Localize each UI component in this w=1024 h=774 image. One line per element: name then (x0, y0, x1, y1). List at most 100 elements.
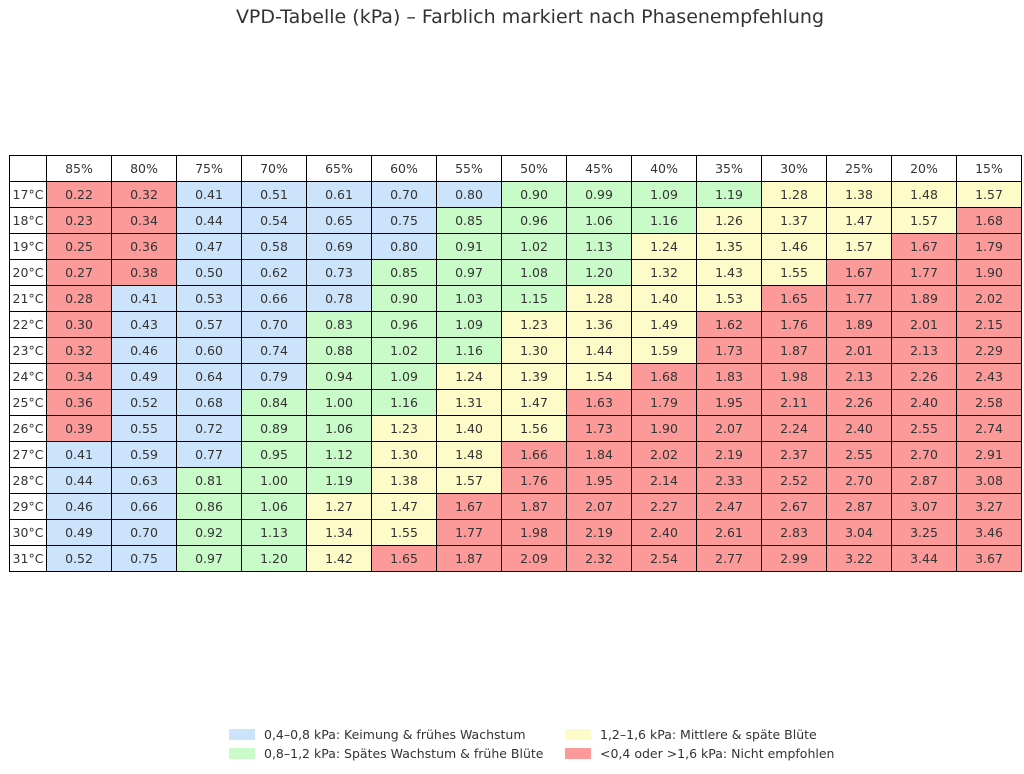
vpd-cell: 1.20 (241, 545, 307, 572)
table-row: 28°C 0.44 0.63 0.81 1.00 1.19 1.38 1.57 1.76 1.95… (9, 467, 1022, 494)
vpd-cell: 0.47 (176, 233, 242, 260)
vpd-cell: 1.19 (696, 181, 762, 208)
vpd-cell: 0.69 (306, 233, 372, 260)
vpd-cell: 1.42 (306, 545, 372, 572)
row-header: 19°C (9, 233, 47, 260)
vpd-cell: 1.40 (631, 285, 697, 312)
vpd-cell: 0.57 (176, 311, 242, 338)
vpd-cell: 0.99 (566, 181, 632, 208)
vpd-cell: 1.38 (826, 181, 892, 208)
vpd-cell: 1.02 (501, 233, 567, 260)
vpd-cell: 1.56 (501, 415, 567, 442)
column-header: 25% (826, 155, 892, 182)
vpd-cell: 2.24 (761, 415, 827, 442)
vpd-cell: 1.23 (371, 415, 437, 442)
legend-swatch (229, 747, 255, 759)
vpd-cell: 2.83 (761, 519, 827, 546)
vpd-cell: 0.62 (241, 259, 307, 286)
vpd-cell: 2.70 (826, 467, 892, 494)
vpd-cell: 1.83 (696, 363, 762, 390)
vpd-cell: 2.55 (826, 441, 892, 468)
vpd-cell: 1.47 (826, 207, 892, 234)
vpd-cell: 2.27 (631, 493, 697, 520)
vpd-cell: 1.28 (761, 181, 827, 208)
vpd-cell: 2.40 (631, 519, 697, 546)
vpd-cell: 2.02 (631, 441, 697, 468)
vpd-cell: 1.67 (826, 259, 892, 286)
vpd-cell: 1.02 (371, 337, 437, 364)
vpd-cell: 2.43 (956, 363, 1022, 390)
vpd-cell: 2.07 (566, 493, 632, 520)
vpd-cell: 0.78 (306, 285, 372, 312)
vpd-cell: 1.54 (566, 363, 632, 390)
vpd-cell: 1.43 (696, 259, 762, 286)
vpd-cell: 1.79 (956, 233, 1022, 260)
vpd-cell: 0.59 (111, 441, 177, 468)
legend-item: 1,2–1,6 kPa: Mittlere & späte Blüte (565, 726, 885, 742)
legend-swatch (565, 728, 591, 740)
vpd-cell: 1.79 (631, 389, 697, 416)
vpd-cell: 0.52 (111, 389, 177, 416)
vpd-cell: 1.27 (306, 493, 372, 520)
column-header: 60% (371, 155, 437, 182)
table-row: 24°C 0.34 0.49 0.64 0.79 0.94 1.09 1.24 1.39 1.54… (9, 363, 1022, 390)
vpd-cell: 0.96 (371, 311, 437, 338)
vpd-cell: 2.07 (696, 415, 762, 442)
vpd-cell: 0.36 (111, 233, 177, 260)
vpd-cell: 1.87 (501, 493, 567, 520)
column-header: 15% (956, 155, 1022, 182)
vpd-cell: 1.24 (631, 233, 697, 260)
vpd-cell: 1.57 (891, 207, 957, 234)
vpd-cell: 0.85 (371, 259, 437, 286)
row-header: 28°C (9, 467, 47, 494)
vpd-cell: 1.73 (566, 415, 632, 442)
vpd-cell: 1.84 (566, 441, 632, 468)
column-header: 85% (46, 155, 112, 182)
vpd-cell: 0.28 (46, 285, 112, 312)
vpd-cell: 2.19 (566, 519, 632, 546)
vpd-cell: 1.32 (631, 259, 697, 286)
row-header: 31°C (9, 545, 47, 572)
vpd-cell: 0.39 (46, 415, 112, 442)
vpd-cell: 1.31 (436, 389, 502, 416)
vpd-cell: 0.75 (371, 207, 437, 234)
vpd-cell: 1.62 (696, 311, 762, 338)
vpd-cell: 0.43 (111, 311, 177, 338)
vpd-cell: 1.67 (436, 493, 502, 520)
vpd-cell: 1.00 (241, 467, 307, 494)
column-header: 40% (631, 155, 697, 182)
vpd-cell: 0.61 (306, 181, 372, 208)
vpd-cell: 0.84 (241, 389, 307, 416)
vpd-cell: 2.37 (761, 441, 827, 468)
vpd-cell: 1.35 (696, 233, 762, 260)
vpd-cell: 0.66 (111, 493, 177, 520)
vpd-cell: 1.63 (566, 389, 632, 416)
corner-cell (9, 155, 47, 182)
table-row: 29°C 0.46 0.66 0.86 1.06 1.27 1.47 1.67 1.87 2.07… (9, 493, 1022, 520)
vpd-cell: 0.91 (436, 233, 502, 260)
vpd-cell: 0.85 (436, 207, 502, 234)
vpd-cell: 0.36 (46, 389, 112, 416)
vpd-cell: 1.39 (501, 363, 567, 390)
vpd-cell: 0.80 (436, 181, 502, 208)
vpd-cell: 2.13 (826, 363, 892, 390)
legend-label: 1,2–1,6 kPa: Mittlere & späte Blüte (600, 726, 817, 742)
vpd-cell: 0.32 (111, 181, 177, 208)
vpd-cell: 1.09 (371, 363, 437, 390)
vpd-cell: 1.53 (696, 285, 762, 312)
column-header: 45% (566, 155, 632, 182)
vpd-cell: 1.89 (826, 311, 892, 338)
vpd-cell: 1.68 (956, 207, 1022, 234)
column-header: 80% (111, 155, 177, 182)
vpd-cell: 2.70 (891, 441, 957, 468)
vpd-cell: 1.06 (241, 493, 307, 520)
vpd-cell: 1.06 (566, 207, 632, 234)
vpd-cell: 0.25 (46, 233, 112, 260)
table-row: 30°C 0.49 0.70 0.92 1.13 1.34 1.55 1.77 1.98 2.19… (9, 519, 1022, 546)
vpd-cell: 1.90 (956, 259, 1022, 286)
column-header: 35% (696, 155, 762, 182)
table-row: 23°C 0.32 0.46 0.60 0.74 0.88 1.02 1.16 1.30 1.44… (9, 337, 1022, 364)
vpd-cell: 1.28 (566, 285, 632, 312)
vpd-cell: 1.09 (436, 311, 502, 338)
vpd-cell: 1.98 (501, 519, 567, 546)
